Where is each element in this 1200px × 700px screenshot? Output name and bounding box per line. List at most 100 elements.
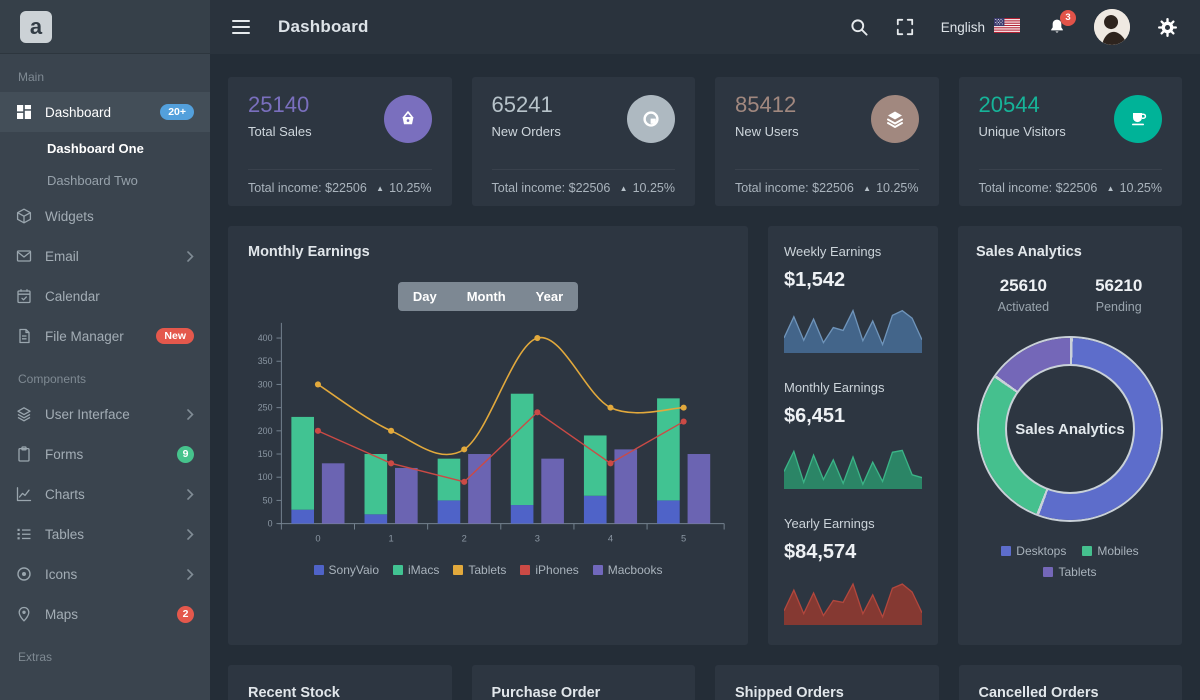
sidebar-item-file-manager[interactable]: File Manager New bbox=[0, 316, 210, 356]
earnings-amount: $84,574 bbox=[784, 541, 857, 563]
card-title: Shipped Orders bbox=[735, 685, 844, 700]
us-flag-icon bbox=[994, 18, 1020, 36]
sidebar-item-charts[interactable]: Charts bbox=[0, 474, 210, 514]
settings-gear-icon[interactable] bbox=[1157, 17, 1178, 38]
earnings-label: Weekly Earnings bbox=[784, 244, 882, 259]
svg-text:200: 200 bbox=[258, 426, 273, 436]
sidebar-item-label: Icons bbox=[45, 566, 78, 582]
chart-legend: SonyVaio iMacs Tablets iPhones Macbooks bbox=[242, 563, 734, 577]
stat-label: Activated bbox=[997, 300, 1050, 314]
calendar-icon bbox=[16, 288, 32, 304]
cancelled-orders-card: Cancelled Orders bbox=[958, 665, 1182, 700]
middle-row: Monthly Earnings Day Month Year 0 50 100 15… bbox=[228, 226, 1182, 645]
top-header: Dashboard English 3 bbox=[210, 0, 1200, 54]
pending-stat: 56210 Pending bbox=[1095, 276, 1142, 314]
basket-icon bbox=[383, 95, 432, 143]
svg-text:4: 4 bbox=[608, 533, 613, 543]
sidebar-item-email[interactable]: Email bbox=[0, 236, 210, 276]
search-icon[interactable] bbox=[850, 18, 869, 37]
purchase-order-card: Purchase Order bbox=[471, 665, 695, 700]
svg-text:3: 3 bbox=[535, 533, 540, 543]
chevron-right-icon bbox=[187, 488, 194, 500]
main-area: Dashboard English 3 bbox=[210, 0, 1200, 700]
stat-label: New Users bbox=[735, 124, 799, 140]
weekly-earnings-sparkline bbox=[784, 299, 922, 355]
card-title: Sales Analytics bbox=[976, 244, 1082, 260]
svg-text:300: 300 bbox=[258, 379, 273, 389]
user-avatar[interactable] bbox=[1094, 9, 1130, 45]
bell-icon bbox=[1051, 19, 1063, 33]
sidebar-item-tables[interactable]: Tables bbox=[0, 514, 210, 554]
sidebar-section-extras: Extras bbox=[18, 650, 53, 664]
stat-label: Total Sales bbox=[248, 124, 312, 140]
sidebar-section-main: Main bbox=[18, 70, 45, 84]
svg-text:150: 150 bbox=[258, 449, 273, 459]
stat-value: 56210 bbox=[1095, 276, 1143, 295]
svg-text:0: 0 bbox=[315, 533, 320, 543]
fullscreen-icon[interactable] bbox=[896, 18, 914, 36]
envelope-icon bbox=[16, 248, 32, 264]
dashboard-count-badge: 20+ bbox=[160, 103, 194, 121]
file-icon bbox=[16, 328, 32, 344]
language-selector[interactable]: English bbox=[941, 18, 1020, 36]
legend-item: SonyVaio bbox=[313, 563, 379, 577]
earnings-label: Monthly Earnings bbox=[784, 380, 885, 395]
cup-icon bbox=[1114, 95, 1162, 143]
sidebar-item-widgets[interactable]: Widgets bbox=[0, 196, 210, 236]
stat-change: 10.25% bbox=[1119, 181, 1162, 195]
app-logo[interactable]: a bbox=[20, 10, 52, 43]
sidebar-item-maps[interactable]: Maps 2 bbox=[0, 594, 210, 634]
monthly-earnings-card: Monthly Earnings Day Month Year 0 50 100 15… bbox=[228, 226, 748, 645]
sidebar-item-label: File Manager bbox=[45, 328, 124, 344]
monthly-earnings-sparkline bbox=[784, 435, 922, 491]
forms-count-badge: 9 bbox=[177, 445, 194, 463]
list-icon bbox=[16, 526, 32, 542]
svg-text:100: 100 bbox=[258, 472, 273, 482]
sidebar-item-dashboard-one[interactable]: Dashboard One bbox=[47, 140, 144, 156]
stat-card-total-sales: 25140 Total Sales Total income: $22506 ▲… bbox=[228, 77, 452, 206]
sidebar-item-dashboard[interactable]: Dashboard 20+ bbox=[0, 92, 210, 132]
sidebar-item-label: Maps bbox=[45, 606, 79, 622]
svg-text:5: 5 bbox=[681, 533, 686, 543]
sidebar-item-forms[interactable]: Forms 9 bbox=[0, 434, 210, 474]
monthly-earnings-chart: 0 50 100 150 200 250 300 350 400 0 1 2 3 4 5 bbox=[242, 315, 734, 563]
sidebar-item-user-interface[interactable]: User Interface bbox=[0, 394, 210, 434]
recent-stock-card: Recent Stock bbox=[228, 665, 452, 700]
sidebar-item-dashboard-two[interactable]: Dashboard Two bbox=[47, 172, 138, 188]
dashboard-grid-icon bbox=[16, 104, 32, 120]
svg-text:250: 250 bbox=[258, 403, 273, 413]
menu-toggle-icon[interactable] bbox=[232, 20, 250, 34]
sales-analytics-stats: 25610 Activated 56210 Pending bbox=[976, 276, 1164, 314]
stat-value: 25610 bbox=[999, 276, 1047, 295]
layers-stack-icon bbox=[870, 95, 919, 143]
range-day-button[interactable]: Day bbox=[412, 289, 437, 304]
stat-change: 10.25% bbox=[632, 181, 675, 195]
legend-item: Desktops bbox=[1001, 544, 1066, 558]
target-icon bbox=[16, 566, 32, 582]
timer-icon bbox=[627, 95, 675, 143]
cube-icon bbox=[16, 208, 32, 224]
sidebar-item-label: Widgets bbox=[45, 208, 94, 224]
stat-change: 10.25% bbox=[876, 181, 919, 195]
legend-item: iMacs bbox=[393, 563, 439, 577]
donut-chart-wrap: Sales Analytics bbox=[976, 338, 1164, 520]
notifications-button[interactable]: 3 bbox=[1047, 9, 1076, 38]
earnings-summary-card: Weekly Earnings $1,542 Monthly Earnings … bbox=[768, 226, 938, 645]
logo-area: a bbox=[0, 0, 210, 54]
legend-item: Mobiles bbox=[1082, 544, 1139, 558]
range-month-button[interactable]: Month bbox=[466, 289, 506, 304]
stat-cards-row: 25140 Total Sales Total income: $22506 ▲… bbox=[228, 77, 1182, 206]
donut-hole: Sales Analytics bbox=[1007, 366, 1133, 492]
svg-text:0: 0 bbox=[268, 519, 273, 529]
sidebar-item-icons[interactable]: Icons bbox=[0, 554, 210, 594]
chart-line-icon bbox=[16, 486, 32, 502]
stat-card-new-users: 85412 New Users Total income: $22506 ▲ 10… bbox=[715, 77, 939, 206]
chevron-right-icon bbox=[187, 528, 194, 540]
range-year-button[interactable]: Year bbox=[535, 289, 564, 304]
stat-label: Unique Visitors bbox=[978, 124, 1066, 140]
donut-legend: Desktops Mobiles Tablets bbox=[985, 544, 1155, 579]
sidebar-item-calendar[interactable]: Calendar bbox=[0, 276, 210, 316]
trend-up-icon: ▲ bbox=[376, 183, 385, 193]
yearly-earnings-sparkline bbox=[784, 571, 922, 627]
